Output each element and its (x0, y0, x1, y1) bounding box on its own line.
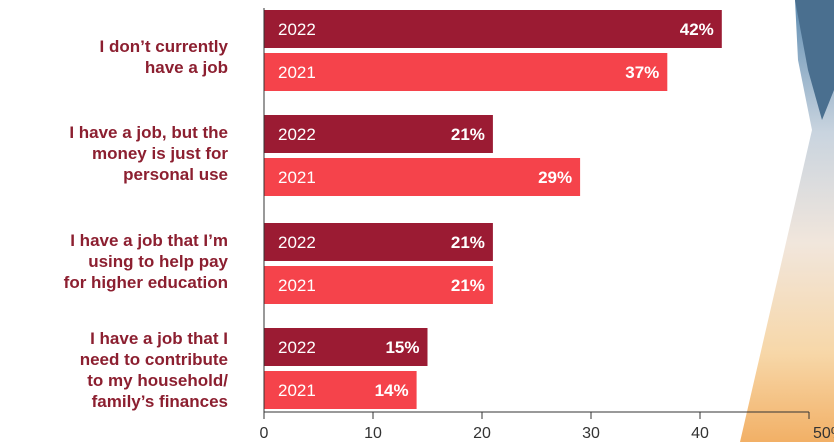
bar-value-label: 21% (451, 233, 485, 252)
bar-2021-3 (264, 266, 493, 304)
x-tick-label: 20 (473, 425, 491, 442)
bar-year-label: 2021 (278, 63, 316, 82)
category-label: I have a job that I need to contribute to … (80, 328, 228, 412)
category-label-line: for higher education (63, 273, 228, 292)
bar-2022-1 (264, 10, 722, 48)
bar-2021-4 (264, 371, 417, 409)
bar-2022-2 (264, 115, 493, 153)
bar-value-label: 21% (451, 125, 485, 144)
bar-year-label: 2022 (278, 338, 316, 357)
bar-2022-3 (264, 223, 493, 261)
bar-year-label: 2021 (278, 276, 316, 295)
category-label: I don’t currently have a job (100, 36, 228, 78)
bar-2021-2 (264, 158, 581, 196)
bar-value-label: 37% (625, 63, 659, 82)
bar-year-label: 2021 (278, 168, 316, 187)
bar-value-label: 21% (451, 276, 485, 295)
category-label-line: I don’t currently (99, 37, 228, 56)
bar-2022-4 (264, 328, 428, 366)
x-tick-label: 40 (691, 425, 709, 442)
category-label-line: have a job (144, 58, 228, 77)
category-label-line: need to contribute (79, 350, 228, 369)
category-label: I have a job that I’m using to help pay fo… (64, 230, 228, 293)
bar-2021-1 (264, 53, 668, 91)
category-label-line: to my household/ (87, 371, 228, 390)
category-label-line: family’s finances (91, 392, 228, 411)
category-label-line: money is just for (91, 144, 228, 163)
bar-value-label: 42% (680, 20, 714, 39)
category-label-line: using to help pay (88, 252, 228, 271)
category-label-line: I have a job that I (90, 329, 228, 348)
category-label-line: personal use (123, 165, 228, 184)
x-tick-label: 30 (582, 425, 600, 442)
category-label-line: I have a job, but the (69, 123, 228, 142)
bar-year-label: 2021 (278, 381, 316, 400)
bar-value-label: 29% (538, 168, 572, 187)
bar-year-label: 2022 (278, 20, 316, 39)
x-tick-label: 10 (364, 425, 382, 442)
x-tick-label: 0 (260, 425, 269, 442)
x-tick-label: 50% (813, 425, 834, 442)
category-label: I have a job, but the money is just for pe… (69, 122, 228, 185)
bar-value-label: 15% (385, 338, 419, 357)
bar-value-label: 14% (375, 381, 409, 400)
bar-year-label: 2022 (278, 233, 316, 252)
category-label-line: I have a job that I’m (70, 231, 228, 250)
bar-year-label: 2022 (278, 125, 316, 144)
